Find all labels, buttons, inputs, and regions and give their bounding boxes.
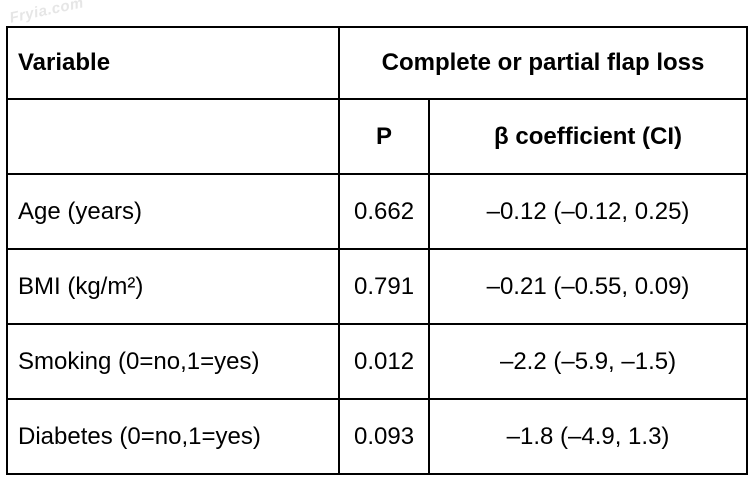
beta-cell: –1.8 (–4.9, 1.3) [428, 398, 748, 475]
beta-cell: –2.2 (–5.9, –1.5) [428, 323, 748, 400]
variable-column-header: Variable [5, 26, 341, 100]
p-value-cell: 0.012 [338, 323, 431, 400]
variable-cell: Smoking (0=no,1=yes) [5, 323, 341, 400]
variable-cell: Age (years) [5, 173, 341, 250]
beta-cell: –0.21 (–0.55, 0.09) [428, 248, 748, 325]
variable-cell: Diabetes (0=no,1=yes) [5, 398, 341, 475]
table-row: BMI (kg/m²) 0.791 –0.21 (–0.55, 0.09) [5, 248, 748, 325]
p-value-cell: 0.093 [338, 398, 431, 475]
header-row: Variable Complete or partial flap loss [5, 26, 748, 100]
variable-cell: BMI (kg/m²) [5, 248, 341, 325]
table-row: Age (years) 0.662 –0.12 (–0.12, 0.25) [5, 173, 748, 250]
subheader-row: P β coefficient (CI) [5, 98, 748, 175]
outcome-group-header: Complete or partial flap loss [338, 26, 748, 100]
p-value-cell: 0.791 [338, 248, 431, 325]
watermark-text: Fryia.com [8, 0, 86, 27]
regression-table: Variable Complete or partial flap loss P… [5, 26, 748, 475]
beta-column-header: β coefficient (CI) [428, 98, 748, 175]
table-row: Diabetes (0=no,1=yes) 0.093 –1.8 (–4.9, … [5, 398, 748, 475]
p-value-cell: 0.662 [338, 173, 431, 250]
p-column-header: P [338, 98, 431, 175]
beta-cell: –0.12 (–0.12, 0.25) [428, 173, 748, 250]
empty-header-cell [5, 98, 341, 175]
table-row: Smoking (0=no,1=yes) 0.012 –2.2 (–5.9, –… [5, 323, 748, 400]
